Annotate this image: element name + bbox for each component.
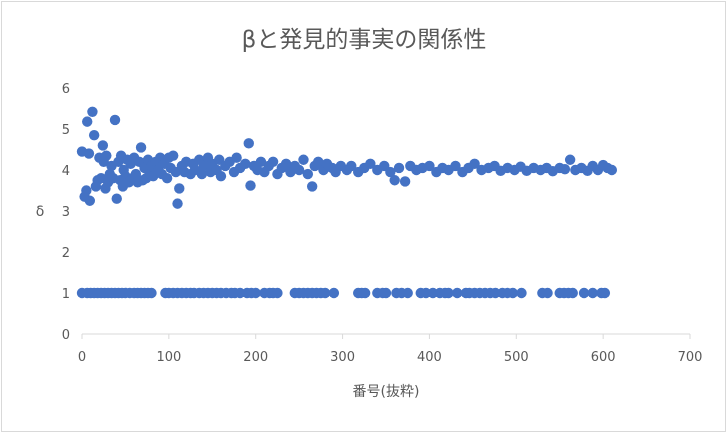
y-tick-label: 0 <box>62 328 70 343</box>
data-point <box>578 287 590 299</box>
chart-title: βと発見的事実の関係性 <box>241 27 487 53</box>
data-point <box>567 287 578 299</box>
x-tick-label: 100 <box>156 350 181 365</box>
data-point <box>385 166 396 178</box>
y-tick-label: 6 <box>62 82 70 97</box>
data-point <box>168 150 179 161</box>
data-point <box>380 287 392 299</box>
x-tick-label: 700 <box>678 350 703 365</box>
data-point <box>320 287 331 299</box>
data-point <box>542 287 553 299</box>
y-axis-label: δ <box>36 204 45 220</box>
data-point <box>174 183 185 194</box>
data-point <box>313 156 324 167</box>
data-point <box>293 164 305 176</box>
data-point <box>272 287 283 299</box>
data-point <box>302 168 314 180</box>
y-tick-label: 3 <box>62 205 70 220</box>
data-point <box>328 287 340 299</box>
data-point <box>606 164 618 176</box>
data-point <box>599 287 611 299</box>
data-point <box>84 195 96 206</box>
data-point <box>346 160 357 172</box>
y-tick-label: 4 <box>62 164 70 179</box>
data-point <box>83 148 95 159</box>
data-point <box>469 158 480 170</box>
data-point <box>443 287 454 299</box>
data-point <box>240 158 251 170</box>
data-point <box>365 158 376 170</box>
x-tick-label: 0 <box>78 350 86 365</box>
data-point <box>359 287 371 299</box>
data-point <box>516 287 527 299</box>
data-point <box>452 287 463 299</box>
data-point <box>507 287 519 299</box>
y-tick-label: 5 <box>62 123 70 138</box>
data-point <box>161 173 173 184</box>
data-point <box>87 106 98 117</box>
data-point <box>146 287 157 299</box>
data-point <box>250 287 261 299</box>
data-point <box>215 170 227 182</box>
x-tick-label: 500 <box>504 350 529 365</box>
y-tick-label: 1 <box>62 287 70 302</box>
data-point <box>196 168 208 180</box>
data-point <box>81 185 92 196</box>
data-point <box>97 140 109 151</box>
x-tick-label: 200 <box>243 350 268 365</box>
data-point <box>231 152 242 163</box>
data-point <box>393 162 405 174</box>
data-point <box>198 160 209 172</box>
data-points <box>76 106 618 299</box>
data-point <box>298 154 309 165</box>
x-tick-label: 600 <box>591 350 616 365</box>
x-axis-ticks: 0 100 200 300 400 500 600 700 <box>78 334 703 365</box>
data-point <box>306 181 318 192</box>
y-axis-ticks: 0 1 2 3 4 5 6 <box>62 82 70 343</box>
data-point <box>424 160 435 172</box>
data-point <box>82 116 93 127</box>
y-tick-label: 2 <box>62 246 70 261</box>
data-point <box>389 175 400 186</box>
data-point <box>88 129 100 141</box>
data-point <box>109 114 121 126</box>
data-point <box>255 156 267 167</box>
data-point <box>587 287 598 299</box>
data-point <box>564 154 576 165</box>
data-point <box>130 168 142 180</box>
data-point <box>243 138 254 149</box>
data-point <box>245 180 256 191</box>
data-point <box>402 287 413 299</box>
data-point <box>450 160 461 172</box>
data-point <box>267 156 279 167</box>
data-point <box>559 163 571 175</box>
data-point <box>101 150 112 161</box>
x-axis-label: 番号(抜粋) <box>353 384 420 400</box>
data-point <box>172 198 183 209</box>
data-point <box>111 193 122 204</box>
x-tick-label: 400 <box>417 350 442 365</box>
data-point <box>280 158 292 170</box>
data-point <box>399 176 411 187</box>
x-tick-label: 300 <box>330 350 355 365</box>
data-point <box>135 142 147 153</box>
